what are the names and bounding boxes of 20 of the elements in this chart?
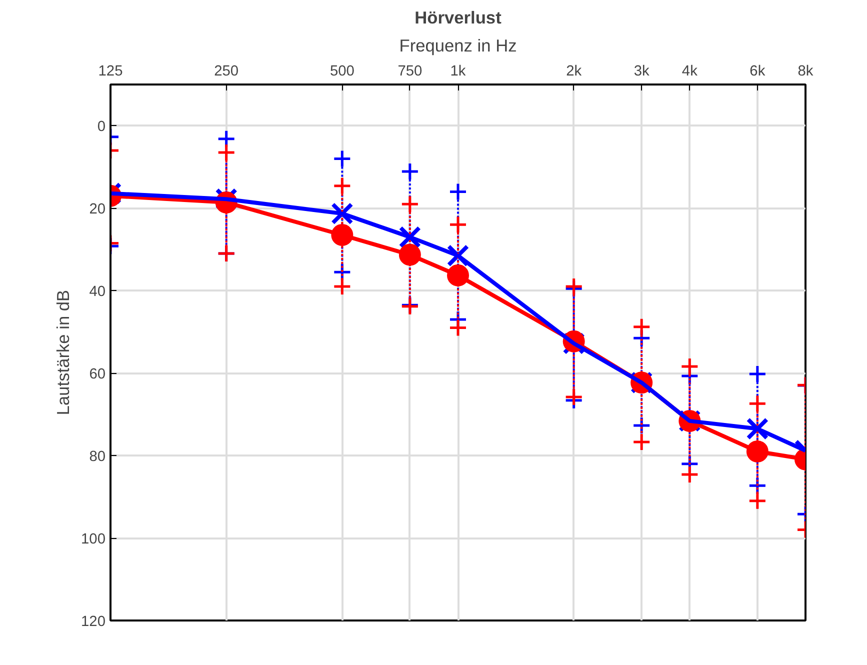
y-tick-label: 40 — [89, 284, 106, 300]
x-tick-label: 1k — [450, 64, 466, 80]
x-tick-label: 125 — [98, 64, 123, 80]
x-tick-label: 2k — [566, 64, 582, 80]
x-tick-label: 4k — [682, 64, 698, 80]
x-tick-label: 750 — [398, 64, 422, 80]
chart-title: Hörverlust — [414, 8, 502, 28]
y-tick-label: 80 — [89, 449, 106, 466]
x-tick-label: 6k — [750, 64, 766, 80]
y-tick-label: 60 — [89, 366, 106, 383]
x-tick-label: 500 — [330, 64, 354, 80]
y-tick-label: 100 — [81, 532, 106, 548]
y-axis-title: Lautstärke in dB — [53, 290, 74, 416]
x-axis-title: Frequenz in Hz — [399, 36, 517, 56]
x-tick-label: 3k — [634, 64, 650, 80]
y-tick-label: 20 — [89, 202, 106, 218]
y-tick-label: 120 — [81, 614, 106, 630]
x-tick-label: 8k — [798, 64, 814, 80]
x-tick-label: 250 — [214, 64, 239, 80]
y-tick-label: 0 — [97, 119, 106, 136]
